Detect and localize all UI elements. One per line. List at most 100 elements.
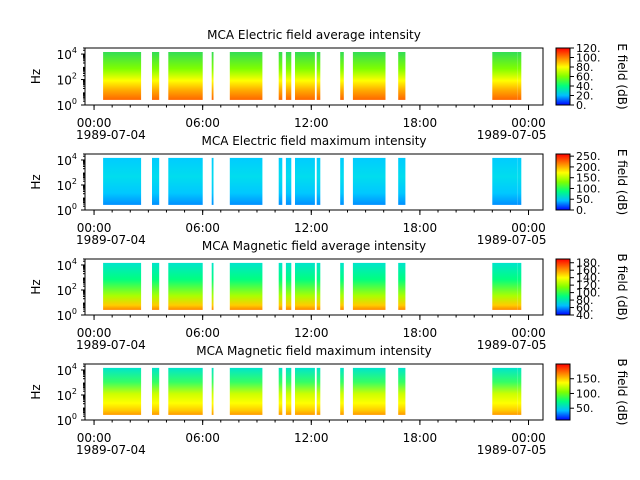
y-tick-label: 100 bbox=[57, 97, 77, 113]
x-tick-label: 06:00 bbox=[185, 221, 220, 235]
data-block bbox=[285, 157, 292, 205]
data-block bbox=[229, 367, 263, 415]
colorbar-tick-label: 50. bbox=[576, 402, 594, 415]
data-block bbox=[103, 262, 142, 310]
panel-title: MCA Electric field maximum intensity bbox=[201, 134, 426, 148]
data-block bbox=[168, 52, 203, 100]
y-tick-exponent: 0 bbox=[72, 307, 77, 316]
colorbar-tick-label: 100. bbox=[576, 52, 601, 65]
data-block bbox=[517, 52, 522, 100]
colorbar-tick-label: 0. bbox=[576, 99, 587, 112]
data-block bbox=[340, 52, 344, 100]
colorbar-tick-label: 40. bbox=[576, 309, 594, 322]
y-tick-exponent: 4 bbox=[72, 362, 77, 371]
x-tick-label: 12:00 bbox=[294, 221, 329, 235]
data-block bbox=[295, 52, 315, 100]
y-tick-exponent: 2 bbox=[72, 72, 77, 81]
panel-title: MCA Magnetic field average intensity bbox=[202, 239, 426, 253]
data-block bbox=[492, 157, 518, 205]
colorbar-tick-label: 40. bbox=[576, 80, 594, 93]
data-block bbox=[492, 52, 518, 100]
y-tick-exponent: 0 bbox=[72, 412, 77, 421]
data-block bbox=[211, 52, 214, 100]
data-block bbox=[398, 367, 406, 415]
panel-title: MCA Electric field average intensity bbox=[207, 28, 421, 42]
colorbar-tick-label: 100. bbox=[576, 287, 601, 300]
colorbar-tick-label: 120. bbox=[576, 279, 601, 292]
data-block bbox=[152, 367, 160, 415]
data-block bbox=[152, 52, 160, 100]
data-block bbox=[211, 262, 214, 310]
data-block bbox=[229, 262, 263, 310]
y-tick-exponent: 0 bbox=[72, 97, 77, 106]
colorbar-tick-label: 100. bbox=[576, 182, 601, 195]
y-axis-label: Hz bbox=[29, 69, 43, 84]
data-block bbox=[398, 262, 406, 310]
colorbar-tick-label: 80. bbox=[576, 61, 594, 74]
data-block bbox=[285, 52, 292, 100]
data-block bbox=[152, 262, 160, 310]
x-date-end: 1989-07-05 bbox=[477, 128, 547, 142]
x-tick-label: 18:00 bbox=[403, 431, 438, 445]
x-tick-label: 12:00 bbox=[294, 431, 329, 445]
colorbar-tick-label: 180. bbox=[576, 257, 601, 270]
x-tick-label: 00:00 bbox=[511, 221, 546, 235]
y-tick-exponent: 2 bbox=[72, 177, 77, 186]
x-date-end: 1989-07-05 bbox=[477, 338, 547, 352]
x-tick-label: 00:00 bbox=[77, 116, 112, 130]
y-tick-label: 104 bbox=[57, 257, 77, 273]
x-tick-label: 00:00 bbox=[511, 431, 546, 445]
x-tick-label: 18:00 bbox=[403, 116, 438, 130]
data-block bbox=[517, 262, 522, 310]
y-tick-label: 100 bbox=[57, 202, 77, 218]
colorbar-tick-label: 160. bbox=[576, 264, 601, 277]
colorbar-label: B field (dB) bbox=[615, 254, 629, 321]
data-block bbox=[168, 367, 203, 415]
data-block bbox=[316, 157, 321, 205]
colorbar-tick-label: 60. bbox=[576, 71, 594, 84]
x-tick-label: 00:00 bbox=[511, 326, 546, 340]
y-tick-label: 104 bbox=[57, 46, 77, 62]
colorbar-tick-label: 140. bbox=[576, 272, 601, 285]
x-tick-label: 12:00 bbox=[294, 116, 329, 130]
data-block bbox=[492, 367, 518, 415]
colorbar-tick-label: 150. bbox=[576, 373, 601, 386]
data-block bbox=[517, 157, 522, 205]
axes-frame bbox=[84, 47, 544, 106]
x-date-start: 1989-07-04 bbox=[76, 338, 146, 352]
x-tick-label: 00:00 bbox=[77, 431, 112, 445]
y-axis-label: Hz bbox=[29, 174, 43, 189]
data-block bbox=[340, 262, 344, 310]
y-tick-exponent: 2 bbox=[72, 387, 77, 396]
x-date-start: 1989-07-04 bbox=[76, 443, 146, 457]
y-tick-label: 102 bbox=[57, 177, 77, 193]
y-tick-exponent: 2 bbox=[72, 282, 77, 291]
axes-frame bbox=[84, 258, 544, 316]
colorbar-tick-label: 0. bbox=[576, 204, 587, 217]
colorbar bbox=[555, 47, 571, 106]
colorbar-label: E field (dB) bbox=[615, 149, 629, 215]
data-block bbox=[278, 367, 283, 415]
data-block bbox=[211, 367, 214, 415]
data-block bbox=[211, 157, 214, 205]
y-axis-label: Hz bbox=[29, 279, 43, 294]
colorbar-tick-label: 200. bbox=[576, 161, 601, 174]
data-block bbox=[285, 262, 292, 310]
x-date-start: 1989-07-04 bbox=[76, 128, 146, 142]
colorbar-tick-label: 250. bbox=[576, 150, 601, 163]
data-block bbox=[103, 52, 142, 100]
data-block bbox=[492, 262, 518, 310]
panel-title: MCA Magnetic field maximum intensity bbox=[196, 344, 432, 358]
y-tick-exponent: 4 bbox=[72, 46, 77, 55]
x-tick-label: 18:00 bbox=[403, 221, 438, 235]
axes-frame bbox=[84, 153, 544, 211]
panel-3: MCA Magnetic field average intensity Hz 10… bbox=[29, 239, 629, 352]
x-tick-label: 00:00 bbox=[77, 326, 112, 340]
axes-frame bbox=[84, 363, 544, 421]
x-date-end: 1989-07-05 bbox=[477, 443, 547, 457]
colorbar-label: B field (dB) bbox=[615, 359, 629, 426]
data-block bbox=[168, 262, 203, 310]
data-block bbox=[278, 262, 283, 310]
y-tick-label: 104 bbox=[57, 362, 77, 378]
x-tick-label: 00:00 bbox=[511, 116, 546, 130]
